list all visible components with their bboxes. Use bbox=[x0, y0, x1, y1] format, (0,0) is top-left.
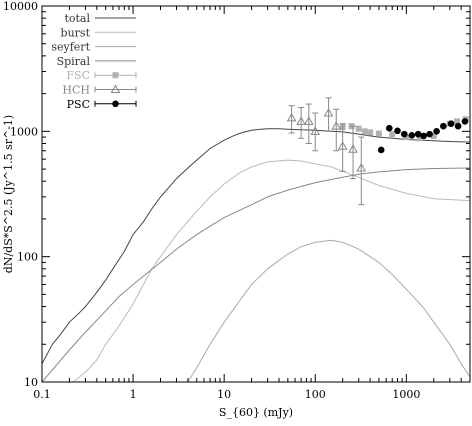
series-total bbox=[42, 128, 470, 364]
legend-label: PSC bbox=[67, 98, 90, 111]
legend-item-seyfert: seyfert bbox=[51, 41, 136, 54]
series-hch bbox=[286, 97, 367, 206]
data-point-fsc bbox=[430, 132, 437, 139]
legend-label: seyfert bbox=[51, 41, 90, 54]
series-line-total bbox=[42, 128, 470, 364]
data-point-fsc bbox=[375, 130, 382, 137]
data-point-psc bbox=[426, 130, 433, 138]
legend-label: HCH bbox=[62, 84, 90, 97]
data-point-psc bbox=[394, 127, 401, 135]
y-tick-label: 100 bbox=[17, 251, 38, 264]
legend-item-spiral: Spiral bbox=[57, 55, 136, 68]
data-point-psc bbox=[401, 130, 408, 138]
axis-ticks: 0.1 1 10 100 1000 10 100 1000 10000 bbox=[3, 0, 471, 401]
data-point-psc bbox=[420, 132, 427, 140]
series-line-seyfert bbox=[187, 239, 470, 382]
legend-marker bbox=[112, 100, 119, 108]
data-point-psc bbox=[385, 124, 393, 132]
data-point-fsc bbox=[361, 128, 368, 135]
legend-item-burst: burst bbox=[61, 26, 136, 39]
data-point-psc bbox=[408, 131, 416, 139]
data-point-psc bbox=[447, 120, 455, 128]
data-point-psc bbox=[377, 146, 385, 154]
data-point-hch bbox=[296, 116, 307, 125]
y-tick-label: 10000 bbox=[3, 0, 38, 13]
data-point-psc bbox=[461, 118, 469, 125]
legend-item-total: total bbox=[64, 12, 136, 25]
data-point-hch bbox=[323, 108, 334, 117]
x-axis-label: S_{60} (mJy) bbox=[219, 406, 293, 419]
legend-label: total bbox=[64, 12, 90, 25]
series-spiral bbox=[42, 167, 470, 382]
data-point-psc bbox=[440, 122, 447, 130]
data-point-psc bbox=[454, 122, 462, 130]
legend-item-psc: PSC bbox=[67, 98, 137, 111]
series-line-burst bbox=[72, 159, 470, 382]
y-tick-label: 1000 bbox=[10, 125, 38, 138]
legend-label: burst bbox=[61, 26, 91, 39]
data-point-fsc bbox=[403, 134, 410, 141]
data-point-fsc bbox=[389, 131, 396, 138]
x-tick-label: 1000 bbox=[392, 388, 420, 401]
x-tick-label: 100 bbox=[305, 388, 326, 401]
data-point-fsc bbox=[355, 125, 362, 132]
data-point-fsc bbox=[454, 118, 461, 125]
y-axis-label: dN/dS*S^2.5 (Jy^1.5 sr^-1) bbox=[2, 115, 15, 273]
series-burst bbox=[72, 159, 470, 382]
data-point-fsc bbox=[367, 129, 374, 136]
data-point-fsc bbox=[416, 135, 423, 142]
series-line-spiral bbox=[42, 167, 470, 382]
legend-label: FSC bbox=[66, 69, 90, 82]
data-point-hch bbox=[356, 162, 367, 172]
plot-frame bbox=[41, 5, 471, 383]
series-seyfert bbox=[187, 239, 470, 382]
data-point-hch bbox=[286, 112, 297, 122]
data-point-hch bbox=[348, 144, 358, 153]
data-point-psc bbox=[414, 130, 422, 138]
legend-label: Spiral bbox=[57, 55, 91, 68]
series-psc bbox=[377, 118, 469, 154]
data-point-hch bbox=[331, 121, 342, 130]
data-point-hch bbox=[337, 141, 348, 150]
x-tick-label: 1 bbox=[130, 388, 137, 401]
data-point-hch bbox=[303, 116, 314, 125]
legend-marker bbox=[110, 84, 121, 93]
data-point-psc bbox=[433, 128, 440, 135]
x-tick-label: 10 bbox=[217, 388, 231, 401]
legend-item-fsc: FSC bbox=[66, 69, 137, 82]
data-point-hch bbox=[310, 126, 321, 135]
legend-marker bbox=[112, 72, 119, 79]
y-tick-label: 10 bbox=[24, 376, 38, 389]
legend-item-hch: HCH bbox=[62, 84, 137, 97]
x-tick-label: 0.1 bbox=[33, 388, 51, 401]
